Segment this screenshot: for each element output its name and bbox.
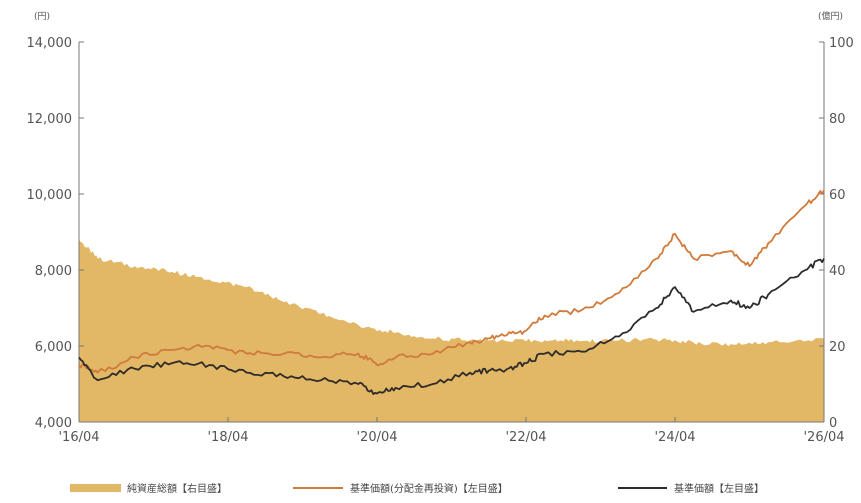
- left-tick-label: 12,000: [27, 112, 73, 127]
- left-tick-label: 6,000: [35, 340, 72, 355]
- legend-label-reinvested: 基準価額(分配金再投資)【左目盛】: [350, 482, 508, 495]
- left-tick-label: 8,000: [35, 264, 72, 279]
- left-axis-unit: (円): [34, 11, 50, 22]
- left-tick-label: 4,000: [35, 416, 72, 431]
- x-tick-label: '24/04: [654, 430, 695, 445]
- series-line-nav-reinvested: [78, 189, 825, 374]
- right-axis: (億円) 100 80 60 40 20 0: [818, 10, 854, 431]
- x-tick-label: '22/04: [505, 430, 546, 445]
- legend-swatch-area: [70, 484, 121, 492]
- legend: 純資産総額【右目盛】 基準価額(分配金再投資)【左目盛】 基準価額【左目盛】: [70, 482, 764, 495]
- left-axis: (円) 14,000 12,000 10,000 8,000 6,000 4,000: [27, 11, 84, 431]
- area-layer: [79, 239, 824, 422]
- left-tick-label: 10,000: [27, 188, 73, 203]
- right-tick-label: 100: [829, 36, 854, 51]
- series-line-nav: [78, 258, 825, 395]
- x-tick-label: '20/04: [356, 430, 397, 445]
- right-tick-label: 60: [829, 188, 846, 203]
- right-tick-label: 0: [829, 416, 837, 431]
- right-tick-label: 20: [829, 340, 846, 355]
- left-tick-label: 14,000: [27, 36, 73, 51]
- x-tick-label: '16/04: [58, 430, 99, 445]
- right-axis-unit: (億円): [818, 10, 843, 22]
- legend-label-nav: 基準価額【左目盛】: [674, 482, 764, 495]
- right-tick-label: 80: [829, 112, 846, 127]
- x-tick-label: '26/04: [803, 430, 844, 445]
- right-tick-label: 40: [829, 264, 846, 279]
- series-area-net-assets: [79, 239, 824, 422]
- x-tick-label: '18/04: [207, 430, 248, 445]
- legend-label-area: 純資産総額【右目盛】: [127, 482, 227, 495]
